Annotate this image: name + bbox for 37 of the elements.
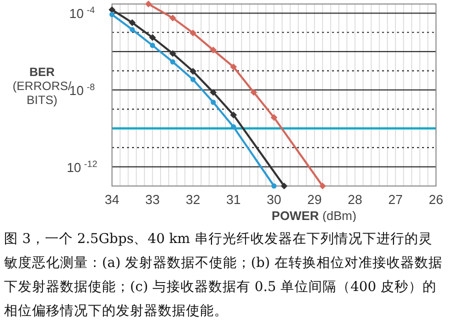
point xyxy=(145,0,152,8)
point xyxy=(190,68,196,75)
x-tick-label: 31 xyxy=(226,192,241,207)
point xyxy=(169,50,176,57)
x-tick-label: 30 xyxy=(266,192,282,207)
point xyxy=(149,34,156,41)
x-tick-label: 27 xyxy=(388,192,403,207)
caption: 图 3，一个 2.5Gbps、40 km 串行光纤收发器在下列情况下进行的灵敏度恶化测量：(a) 发射器数据不使能；(b) 在转换相位对准接收器数据下发射器数据使能；(c) 与接收器数据有 0.5 单位间隔（400 皮秒）的相位偏移情况下的发射器数据使能。 xyxy=(4,230,444,320)
point xyxy=(170,59,176,64)
point xyxy=(109,12,115,18)
point xyxy=(210,88,217,96)
point xyxy=(150,42,156,48)
x-tick-label: 26 xyxy=(428,192,444,207)
x-tick-label: 33 xyxy=(145,192,160,207)
x-tick-label: 34 xyxy=(104,192,120,207)
point xyxy=(230,124,236,130)
point xyxy=(108,6,116,14)
point xyxy=(271,183,277,189)
point xyxy=(210,46,217,54)
x-tick-label: 29 xyxy=(307,192,322,207)
y-tick-label: 10$^{-4}$ xyxy=(69,5,95,22)
point xyxy=(250,88,258,96)
x-tick-label: 32 xyxy=(186,192,200,207)
point xyxy=(280,182,288,190)
x-tick-label: 28 xyxy=(348,192,362,207)
point xyxy=(190,30,196,36)
point xyxy=(319,182,326,190)
point xyxy=(169,14,176,22)
point xyxy=(130,26,135,32)
point xyxy=(270,114,278,121)
point xyxy=(230,112,237,118)
point xyxy=(210,100,216,105)
y-tick-label: 10$^{-12}$ xyxy=(66,158,98,175)
point xyxy=(190,76,196,82)
y-axis-title: BER (ERRORS/ BITS) xyxy=(12,65,72,107)
point xyxy=(230,63,237,70)
point xyxy=(128,19,136,26)
